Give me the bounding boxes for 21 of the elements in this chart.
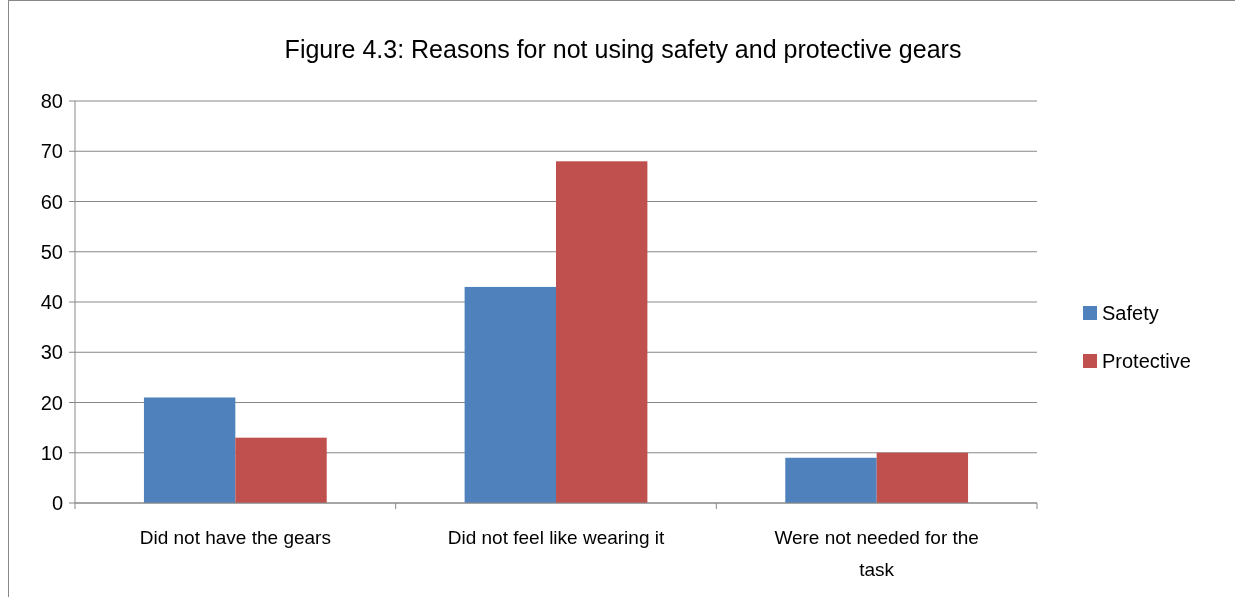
x-tick-label: Did not feel like wearing it: [447, 527, 665, 548]
x-tick-label: Were not needed for the task: [774, 527, 979, 580]
y-tick-label: 0: [51, 492, 63, 514]
bar: [556, 161, 648, 503]
y-tick-label: 50: [40, 240, 63, 263]
bar: [785, 457, 877, 503]
bar: [235, 437, 327, 503]
y-tick-label: 40: [40, 291, 63, 313]
legend-label: Safety: [1102, 302, 1159, 324]
bar: [143, 397, 236, 503]
y-tick-label: 70: [40, 140, 63, 163]
legend-label: Protective: [1102, 350, 1191, 372]
y-tick-label: 10: [40, 441, 63, 464]
y-tick-label: 20: [40, 391, 63, 414]
bar: [464, 286, 556, 503]
y-tick-label: 80: [40, 90, 63, 112]
chart-title: Figure 4.3: Reasons for not using safety and protective gears: [284, 35, 962, 63]
y-tick-label: 30: [40, 341, 63, 364]
x-tick-label: Did not have the gears: [139, 527, 331, 548]
bar: [876, 452, 969, 503]
y-tick-label: 60: [40, 190, 63, 213]
